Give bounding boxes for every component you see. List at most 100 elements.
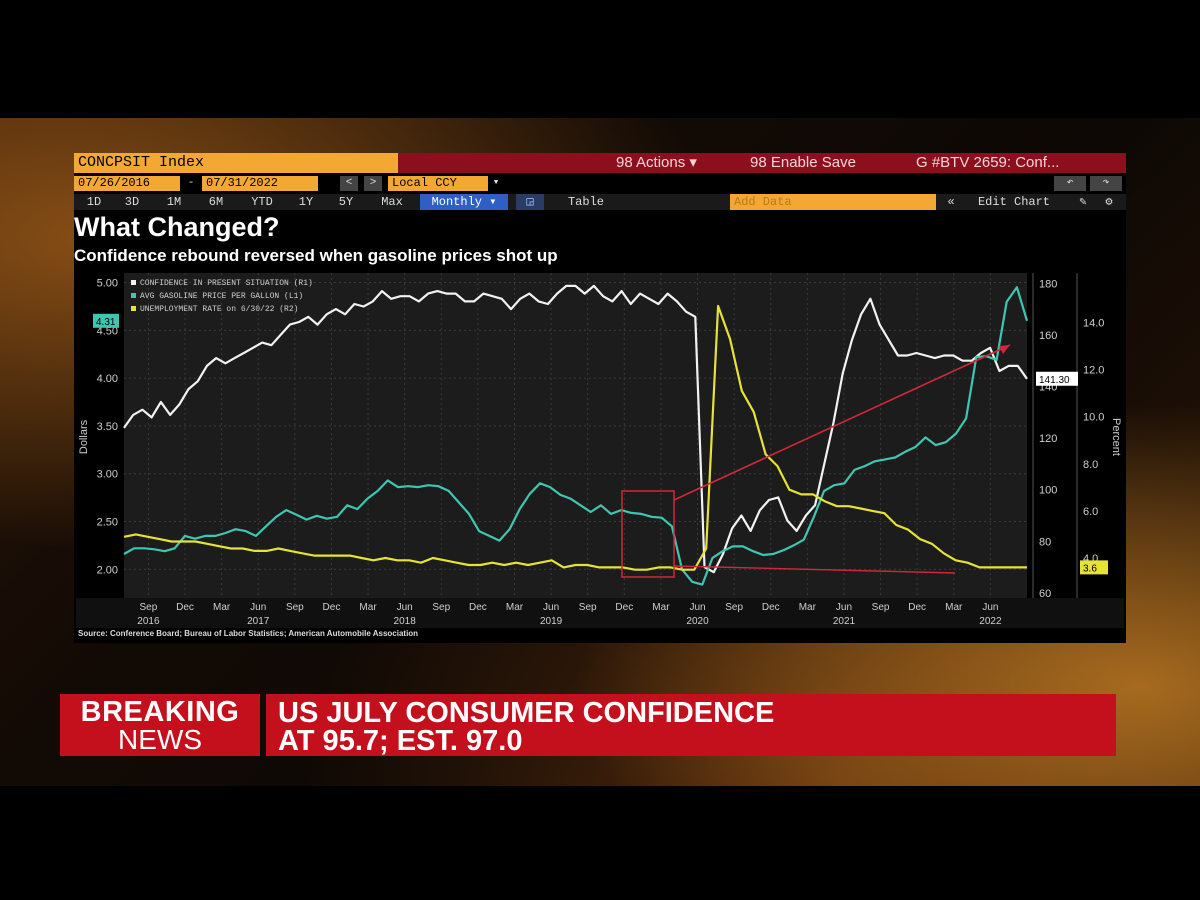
breaking-news-tag: BREAKING NEWS xyxy=(60,694,260,756)
x-tick-label: Dec xyxy=(469,602,487,613)
edit-chart-button[interactable]: Edit Chart xyxy=(977,195,1050,209)
news-headline-line2: AT 95.7; EST. 97.0 xyxy=(278,725,523,757)
trend-arrow-up xyxy=(673,344,1011,501)
x-tick-label: Jun xyxy=(689,602,705,613)
right-tick-label-percent: 6.0 xyxy=(1083,506,1098,518)
right-tick-label-index: 120 xyxy=(1039,433,1057,445)
x-tick-label: Mar xyxy=(506,602,524,613)
last-value-tag xyxy=(1080,560,1108,575)
left-tick-label: 2.00 xyxy=(97,564,118,576)
series-line-1 xyxy=(123,286,1029,586)
x-tick-label: Dec xyxy=(323,602,341,613)
period-max[interactable]: Max xyxy=(381,195,403,209)
series-line-0 xyxy=(123,284,1028,574)
x-tick-label: Jun xyxy=(836,602,852,613)
x-year-label: 2016 xyxy=(137,616,160,627)
left-tick-label: 2.50 xyxy=(97,517,118,529)
start-date-field[interactable]: 07/26/2016 xyxy=(74,176,180,191)
x-tick-label: Mar xyxy=(359,602,377,613)
left-tick-label: 5.00 xyxy=(97,278,118,290)
chart-reference: G #BTV 2659: Conf... xyxy=(916,154,1060,171)
trend-arrowhead xyxy=(999,345,1010,354)
ticker-field[interactable]: CONCPSIT Index xyxy=(74,153,398,173)
right-axis-title: Percent xyxy=(1110,418,1122,456)
date-range-bar: 07/26/2016 - 07/31/2022 < > Local CCY ▾ … xyxy=(74,175,1126,192)
gear-icon[interactable]: ⚙ xyxy=(1105,195,1113,209)
news-headline-line1: US JULY CONSUMER CONFIDENCE xyxy=(278,697,775,729)
x-tick-label: Sep xyxy=(140,602,158,613)
actions-menu[interactable]: 98 Actions ▾ xyxy=(616,154,697,171)
add-data-input[interactable]: Add Data xyxy=(730,194,936,210)
prev-period-icon[interactable]: < xyxy=(340,176,358,191)
x-tick-label: Mar xyxy=(799,602,817,613)
right-tick-label-index: 80 xyxy=(1039,536,1051,548)
period-ytd[interactable]: YTD xyxy=(251,195,273,209)
news-headline-box: US JULY CONSUMER CONFIDENCE AT 95.7; EST… xyxy=(266,694,1116,757)
chart-type-icon[interactable]: ◲ xyxy=(516,194,544,210)
pencil-icon[interactable]: ✎ xyxy=(1079,195,1087,209)
left-tick-label: 4.50 xyxy=(97,325,118,337)
x-year-label: 2018 xyxy=(394,616,417,627)
enable-save-button[interactable]: 98 Enable Save xyxy=(750,154,856,171)
x-tick-label: Dec xyxy=(176,602,194,613)
legend-swatch xyxy=(131,306,136,311)
last-value-label: 3.6 xyxy=(1083,563,1097,574)
x-tick-label: Jun xyxy=(250,602,266,613)
date-separator: - xyxy=(182,176,200,191)
right-tick-label-index: 100 xyxy=(1039,485,1057,497)
x-tick-label: Dec xyxy=(908,602,926,613)
end-date-field[interactable]: 07/31/2022 xyxy=(202,176,318,191)
left-tick-label: 4.00 xyxy=(97,373,118,385)
x-year-label: 2019 xyxy=(540,616,563,627)
x-tick-label: Sep xyxy=(579,602,597,613)
table-button[interactable]: Table xyxy=(567,195,604,209)
period-5y[interactable]: 5Y xyxy=(338,195,354,209)
next-period-icon[interactable]: > xyxy=(364,176,382,191)
left-tick-label: 3.50 xyxy=(97,421,118,433)
x-tick-label: Jun xyxy=(543,602,559,613)
undo-icon[interactable]: ↶ xyxy=(1054,176,1086,191)
period-6m[interactable]: 6M xyxy=(208,195,224,209)
last-value-tag xyxy=(93,313,119,328)
right-tick-label-percent: 8.0 xyxy=(1083,459,1098,471)
highlight-box xyxy=(621,490,675,578)
x-tick-label: Mar xyxy=(652,602,670,613)
collapse-icon[interactable]: « xyxy=(947,195,955,209)
last-value-label: 4.31 xyxy=(96,317,116,328)
legend-swatch xyxy=(131,280,136,285)
x-tick-label: Jun xyxy=(397,602,413,613)
period-toolbar: 1D 3D 1M 6M YTD 1Y 5Y Max Monthly ▾ ◲ Ta… xyxy=(74,194,1126,210)
period-1m[interactable]: 1M xyxy=(166,195,182,209)
currency-dropdown-icon[interactable]: ▾ xyxy=(490,176,502,191)
x-tick-label: Mar xyxy=(213,602,231,613)
right-tick-label-percent: 12.0 xyxy=(1083,365,1104,377)
x-year-label: 2022 xyxy=(979,616,1002,627)
currency-select[interactable]: Local CCY xyxy=(388,176,488,191)
redo-icon[interactable]: ↷ xyxy=(1090,176,1122,191)
frequency-select[interactable]: Monthly ▾ xyxy=(420,194,508,210)
breaking-label: BREAKING xyxy=(80,696,240,728)
trend-line-flat xyxy=(673,565,956,574)
right-tick-label-percent: 14.0 xyxy=(1083,317,1104,329)
legend-swatch xyxy=(131,293,136,298)
period-3d[interactable]: 3D xyxy=(124,195,140,209)
lower-third: BREAKING NEWS US JULY CONSUMER CONFIDENC… xyxy=(60,694,1116,757)
title-bar: CONCPSIT Index 98 Actions ▾ 98 Enable Sa… xyxy=(74,153,1126,173)
chart-subheadline: Confidence rebound reversed when gasolin… xyxy=(74,246,558,265)
x-tick-label: Dec xyxy=(615,602,633,613)
x-year-label: 2021 xyxy=(833,616,856,627)
x-tick-label: Mar xyxy=(945,602,963,613)
series-line-2 xyxy=(123,304,1027,571)
source-note: Source: Conference Board; Bureau of Labo… xyxy=(78,629,419,638)
x-tick-label: Dec xyxy=(762,602,780,613)
x-tick-label: Sep xyxy=(286,602,304,613)
action-bar: 98 Actions ▾ 98 Enable Save G #BTV 2659:… xyxy=(398,153,1126,173)
x-year-label: 2020 xyxy=(686,616,709,627)
x-year-label: 2017 xyxy=(247,616,270,627)
legend-entry: CONFIDENCE IN PRESENT SITUATION (R1) xyxy=(140,279,313,288)
chart-headline: What Changed? xyxy=(74,212,280,242)
x-tick-label: Sep xyxy=(725,602,743,613)
period-1y[interactable]: 1Y xyxy=(298,195,314,209)
period-1d[interactable]: 1D xyxy=(86,195,102,209)
